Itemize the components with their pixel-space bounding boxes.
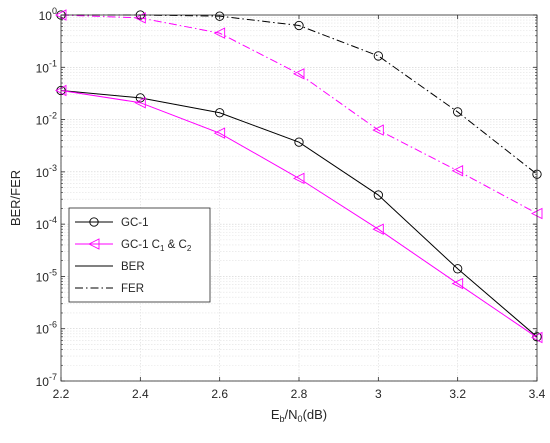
legend-label-subscript: 2 [187, 244, 192, 253]
ticks: 2.2 2.4 2.6 2.8 3 3.2 3.410010-110-210-310-410… [36, 6, 546, 401]
data-point-gc1-fer [373, 51, 383, 61]
data-point-gc1-ber [215, 108, 225, 118]
x-tick-label: 2.2 [53, 387, 70, 401]
legend-marker [89, 217, 99, 227]
y-tick-label-exponent: -1 [49, 58, 57, 68]
x-axis-label-main: E [271, 407, 280, 422]
legend-item: GC-1 C1 & C2 [75, 238, 192, 253]
legend-label: BER [121, 261, 145, 273]
data-point-gc1-fer [294, 20, 304, 31]
legend-label-part: GC-1 C [121, 239, 160, 251]
y-tick-label: 10-6 [36, 320, 57, 337]
data-point-gc1-fer [453, 107, 463, 117]
data-point-gc1c-fer [292, 68, 305, 80]
x-tick-label: 3.2 [449, 387, 466, 401]
data-point-gc1c-fer [372, 124, 384, 136]
y-tick-label: 10-7 [36, 372, 57, 389]
series-line-gc1c-ber [60, 89, 538, 338]
y-tick-label-exponent: -4 [49, 215, 57, 225]
data-point-gc1-ber [294, 137, 304, 147]
data-point-gc1c-ber [451, 277, 464, 290]
x-tick-label: 2.6 [211, 387, 228, 401]
series-layer [54, 9, 543, 344]
legend-label: FER [121, 283, 144, 295]
legend-item: FER [75, 283, 144, 295]
data-point-gc1-fer [215, 11, 225, 21]
y-tick-label-base: 10 [36, 114, 50, 128]
x-tick-label: 2.8 [291, 387, 308, 401]
x-axis-label-mid: /N [285, 407, 298, 422]
y-tick-label: 10-2 [36, 111, 57, 128]
y-tick-label-exponent: -2 [49, 111, 57, 121]
x-axis-label-tail: (dB) [303, 407, 328, 422]
y-axis-label: BER/FER [8, 170, 23, 226]
x-axis-label-sub2: 0 [298, 414, 303, 424]
y-tick-label-base: 10 [36, 375, 50, 389]
legend-label-part: & C [164, 239, 186, 251]
data-point-gc1c-ber [213, 127, 226, 139]
y-tick-label: 100 [39, 6, 57, 23]
legend-item: BER [75, 261, 145, 273]
data-point-gc1-ber [373, 190, 383, 200]
x-tick-label: 3.4 [529, 387, 546, 401]
y-tick-label: 10-4 [36, 215, 57, 232]
data-point-gc1c-ber [292, 172, 305, 185]
legend-label: GC-1 [121, 217, 148, 229]
legend-marker [87, 238, 100, 250]
x-axis-label-sub: b [280, 414, 285, 424]
y-tick-label-base: 10 [36, 270, 50, 284]
y-tick-label-exponent: -5 [49, 267, 57, 277]
axis-labels: BER/FER Eb/N0(dB) [8, 170, 327, 424]
y-tick-label-exponent: -7 [49, 372, 57, 382]
series-line-gc1-ber [60, 89, 538, 338]
y-tick-label-exponent: -3 [49, 163, 57, 173]
data-point-gc1c-ber [134, 96, 146, 109]
y-tick-label-base: 10 [39, 9, 53, 23]
data-point-gc1-ber [453, 264, 463, 274]
x-axis-label: Eb/N0(dB) [271, 407, 327, 424]
y-tick-label-base: 10 [36, 61, 50, 75]
legend-label: GC-1 C1 & C2 [121, 239, 192, 253]
y-tick-label-base: 10 [36, 166, 50, 180]
y-tick-label: 10-3 [36, 163, 57, 180]
legend-item: GC-1 [75, 217, 148, 229]
x-tick-label: 2.4 [132, 387, 149, 401]
y-tick-label: 10-1 [36, 58, 57, 75]
y-tick-label-base: 10 [36, 218, 50, 232]
y-tick-label-exponent: 0 [52, 6, 57, 16]
legend-box [68, 207, 211, 303]
y-tick-label-base: 10 [36, 323, 50, 337]
y-tick-label: 10-5 [36, 267, 57, 284]
data-point-gc1c-ber [372, 223, 384, 235]
y-tick-label-exponent: -6 [49, 320, 57, 330]
legend: GC-1 GC-1 C1 & C2 BER FER [68, 207, 211, 303]
data-point-gc1c-fer [213, 27, 226, 39]
data-point-gc1c-fer [451, 165, 464, 177]
legend-label-subscript: 1 [160, 244, 165, 253]
x-tick-label: 3 [375, 387, 382, 401]
